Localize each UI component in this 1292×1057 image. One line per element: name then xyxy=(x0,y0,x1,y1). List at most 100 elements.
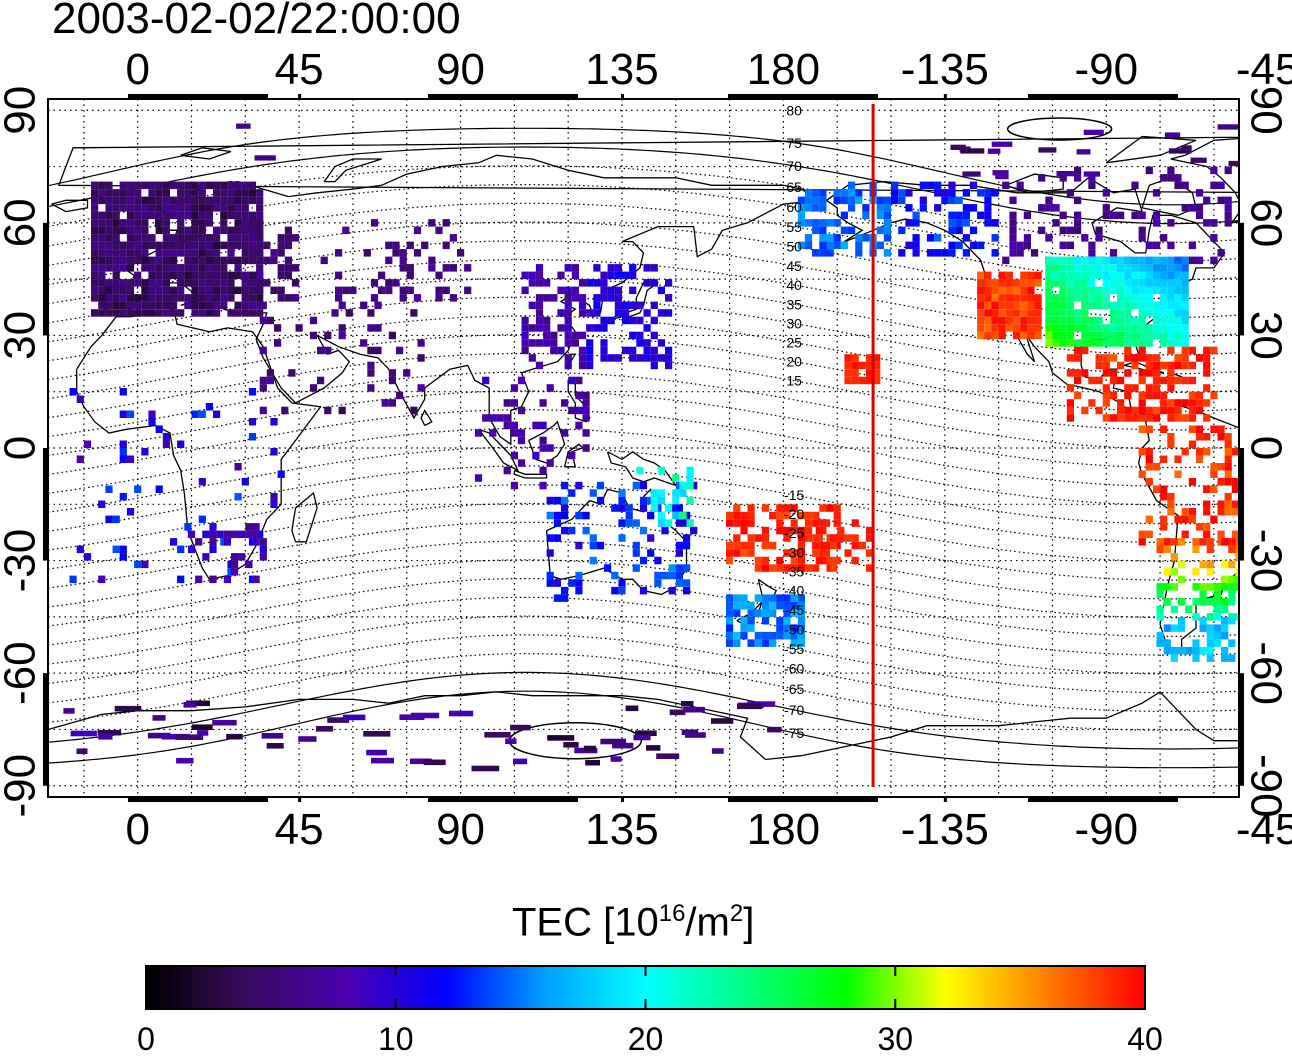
tec-cell xyxy=(539,444,547,452)
tec-cell xyxy=(1160,234,1168,242)
tec-cell xyxy=(134,485,142,493)
tec-cell xyxy=(191,294,199,302)
tec-cell xyxy=(564,264,572,272)
tec-cell xyxy=(571,331,579,340)
tec-cell xyxy=(83,553,92,561)
tec-cell xyxy=(582,414,590,422)
tec-cell xyxy=(564,301,572,310)
tec-cell xyxy=(1170,646,1178,655)
tec-cell xyxy=(205,256,213,265)
tec-cell xyxy=(650,279,658,287)
tec-cell xyxy=(134,309,142,317)
tec-cell xyxy=(241,181,249,190)
tec-cell xyxy=(98,286,106,295)
tec-cell xyxy=(399,714,425,720)
tec-cell xyxy=(898,249,906,257)
tec-cell xyxy=(1174,174,1182,182)
tec-cell xyxy=(1195,189,1204,197)
tec-cell xyxy=(1174,256,1182,265)
tec-cell xyxy=(234,309,242,317)
tec-cell xyxy=(665,504,673,512)
tec-cell xyxy=(256,211,264,220)
tec-cell xyxy=(539,421,547,430)
tec-cell xyxy=(148,204,156,212)
tec-cell xyxy=(826,219,834,227)
tec-cell xyxy=(148,418,156,426)
tec-cell xyxy=(790,504,798,512)
tec-cell xyxy=(865,376,874,385)
x-tick-label: -135 xyxy=(901,805,989,854)
tec-cell xyxy=(962,189,970,197)
tec-cell xyxy=(91,241,99,250)
tec-cell xyxy=(1213,605,1222,614)
tec-cell xyxy=(1224,440,1232,448)
tec-cell xyxy=(1210,181,1218,190)
tec-cell xyxy=(435,294,443,302)
tec-cell xyxy=(607,271,615,280)
tec-cell xyxy=(1206,583,1214,591)
tec-cell xyxy=(1250,606,1257,614)
tec-cell xyxy=(98,234,106,242)
contour-label: 35 xyxy=(786,296,802,312)
tec-cell xyxy=(1138,530,1146,539)
tec-cell xyxy=(733,601,741,610)
tec-cell xyxy=(1131,279,1139,287)
tec-cell xyxy=(191,309,199,317)
tec-cell xyxy=(1181,515,1189,524)
tec-cell xyxy=(855,234,863,242)
tec-cell xyxy=(543,339,551,347)
colorbar-tick-label: 40 xyxy=(1127,1021,1163,1057)
tec-cell xyxy=(148,256,156,265)
tec-cell xyxy=(191,410,199,418)
tec-cell xyxy=(561,586,569,595)
tec-cell xyxy=(1074,294,1082,302)
tec-cell xyxy=(381,399,389,407)
tec-cell xyxy=(335,271,343,280)
tec-cell xyxy=(198,515,206,524)
tec-cell xyxy=(1009,211,1017,220)
tec-cell xyxy=(1160,324,1168,332)
tec-cell xyxy=(553,511,561,520)
tec-cell xyxy=(1138,425,1146,433)
tec-cell xyxy=(543,294,551,302)
colorbar-tick-label: 0 xyxy=(137,1021,155,1057)
tec-cell xyxy=(1117,256,1125,265)
tec-cell xyxy=(865,534,874,542)
tec-cell xyxy=(213,301,221,310)
tec-cell xyxy=(1160,309,1168,317)
tec-cell xyxy=(851,541,859,550)
tec-cell xyxy=(675,571,683,580)
tec-cell xyxy=(991,286,999,295)
tec-cell xyxy=(883,211,891,220)
tec-cell xyxy=(1210,463,1218,471)
tec-cell xyxy=(175,734,204,740)
tec-cell xyxy=(1027,271,1035,280)
tec-cell xyxy=(363,731,391,737)
tec-cell xyxy=(790,519,798,527)
tec-cell xyxy=(618,586,626,595)
tec-cell xyxy=(1174,309,1182,317)
tec-cell xyxy=(1088,301,1096,310)
tec-cell xyxy=(134,211,142,220)
tec-cell xyxy=(205,204,213,212)
colorbar-tick-label: 10 xyxy=(378,1021,414,1057)
tec-cell xyxy=(726,594,734,602)
tec-cell xyxy=(254,155,276,161)
tec-cell xyxy=(546,571,554,580)
tec-cell xyxy=(141,181,149,190)
tec-cell xyxy=(654,556,662,565)
tec-cell xyxy=(919,204,927,212)
tec-cell xyxy=(91,264,99,272)
tec-cell xyxy=(1217,249,1225,257)
tec-cell xyxy=(1005,309,1013,317)
tec-cell xyxy=(998,309,1006,317)
tec-cell xyxy=(761,564,770,572)
tec-cell xyxy=(256,204,264,212)
tec-cell xyxy=(1138,470,1146,478)
x-tick-label: 180 xyxy=(747,45,820,94)
tec-cell xyxy=(1217,530,1225,539)
tec-cell xyxy=(385,241,393,250)
tec-cell xyxy=(1243,598,1250,606)
tec-cell xyxy=(1066,301,1074,310)
tec-cell xyxy=(1020,286,1028,295)
